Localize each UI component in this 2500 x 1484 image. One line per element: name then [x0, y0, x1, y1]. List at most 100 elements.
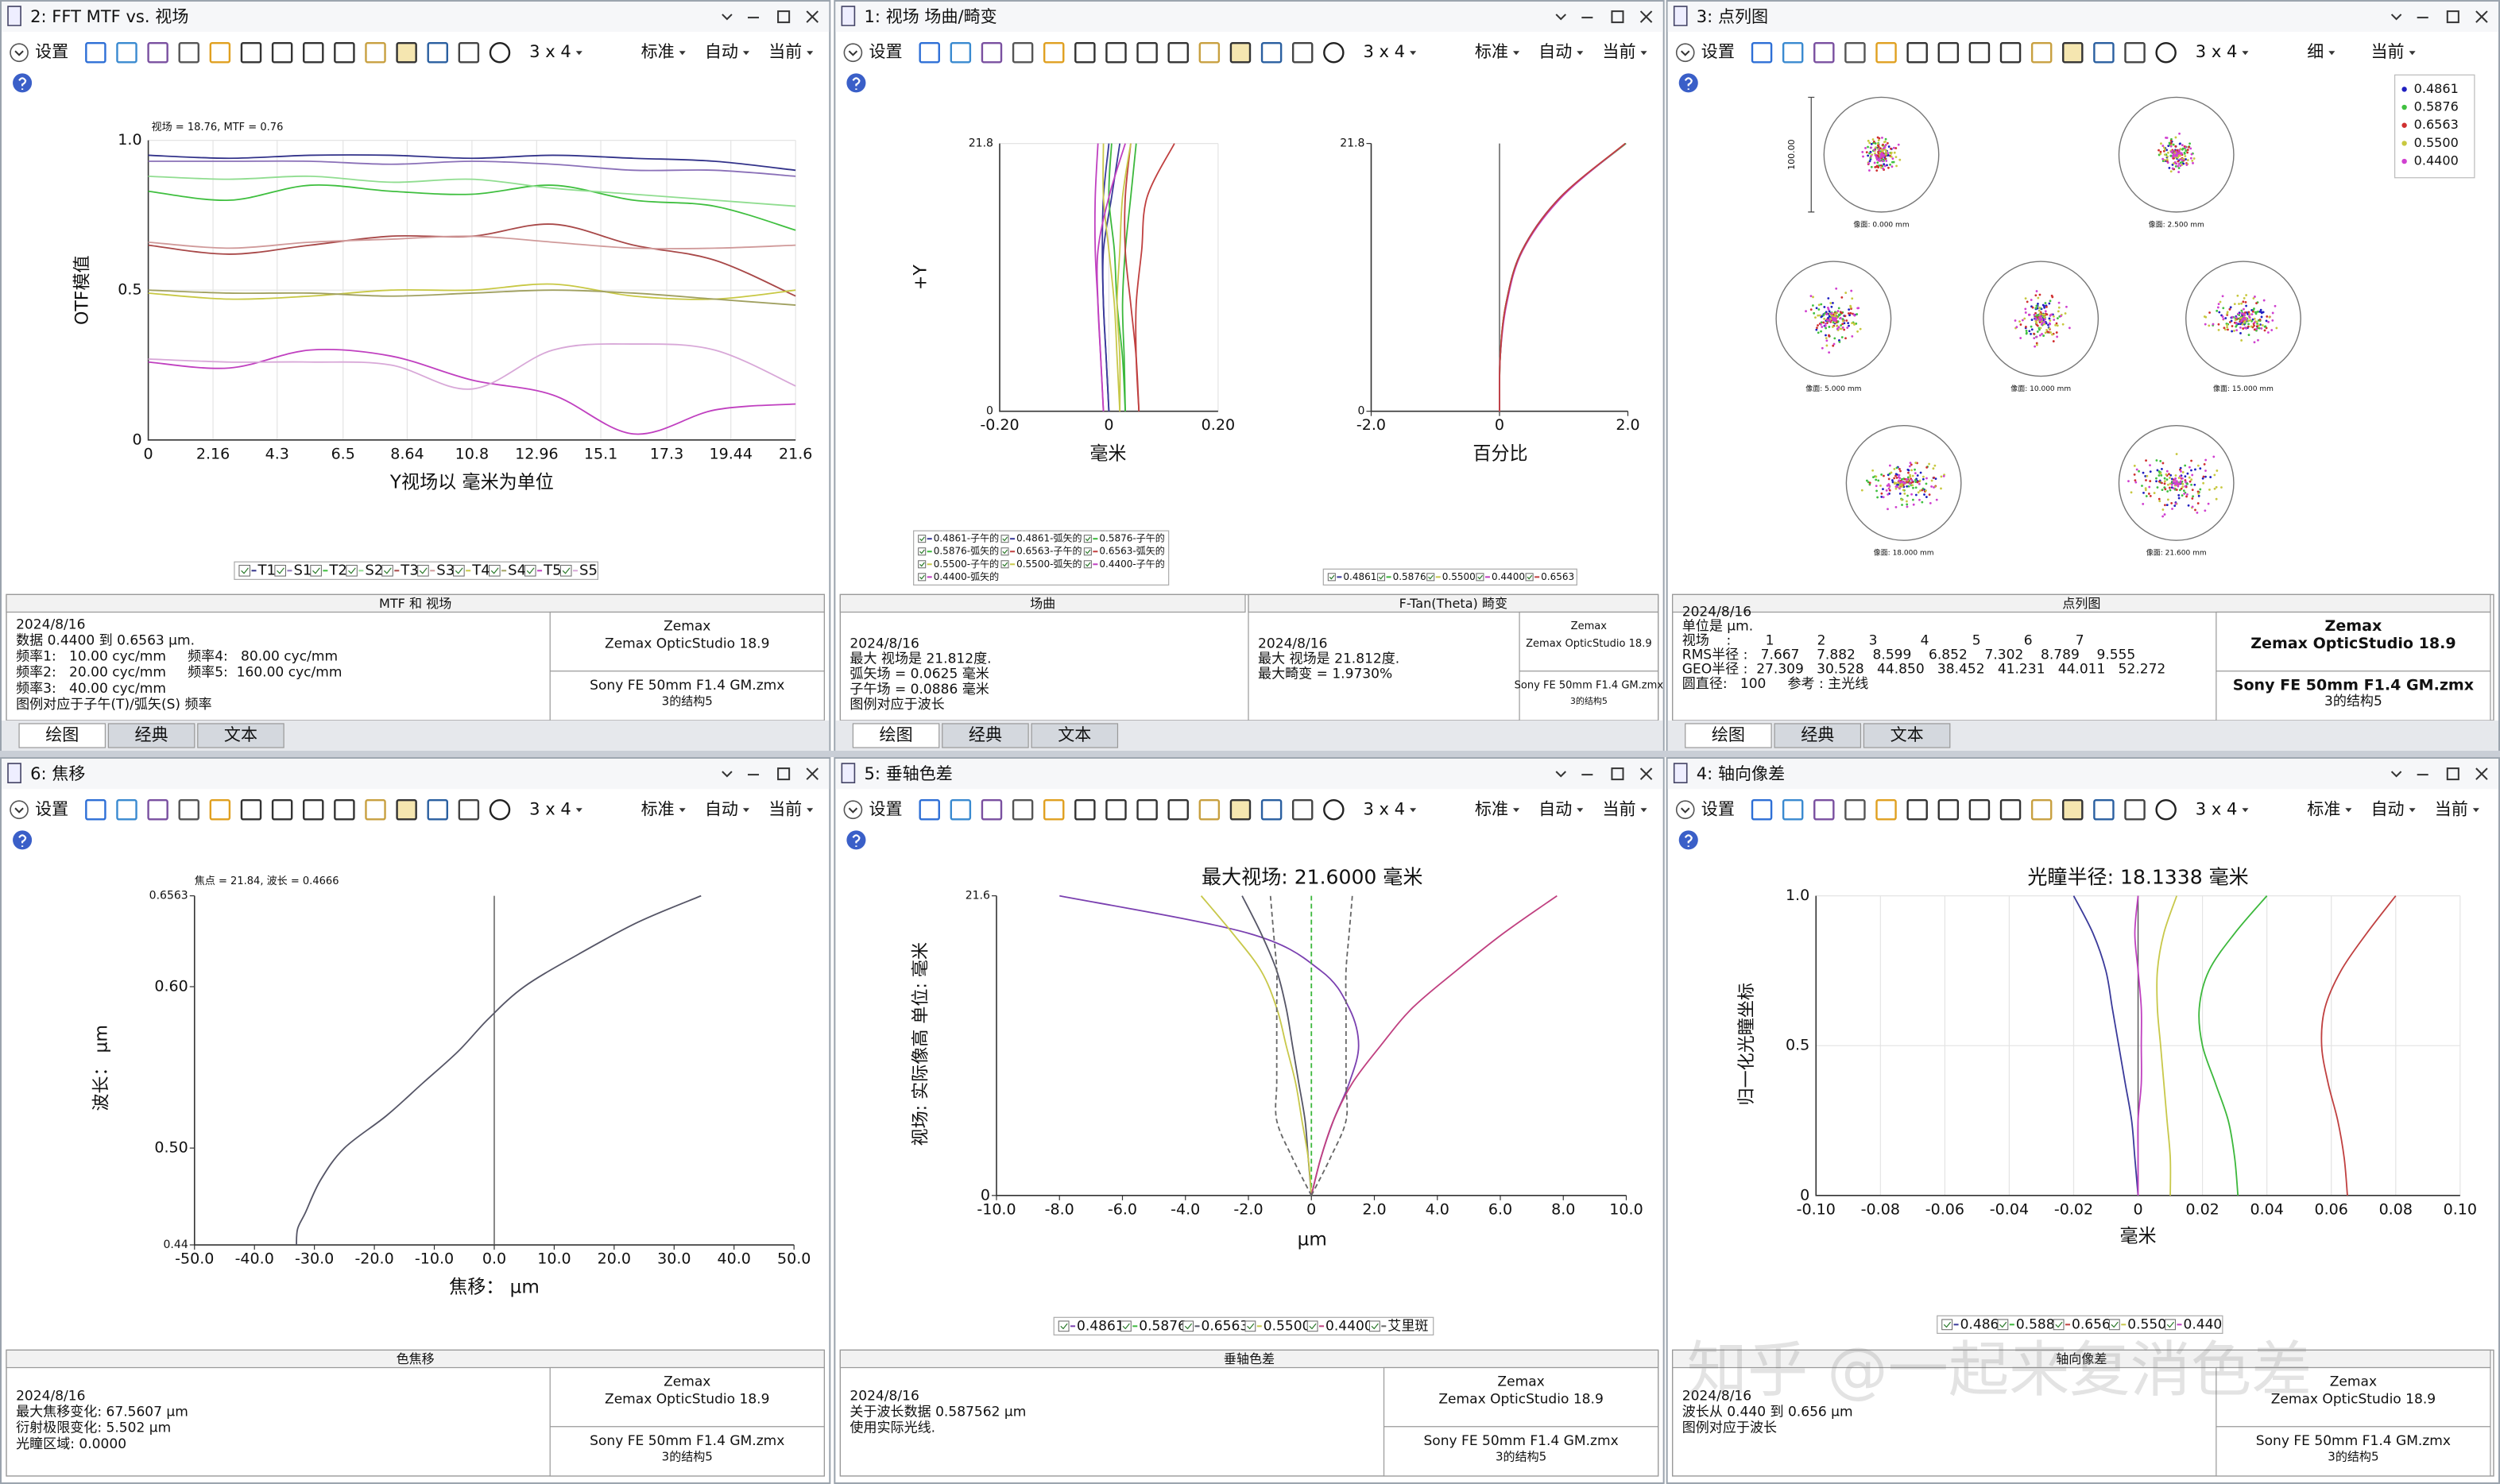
toolbar-icon[interactable] — [1782, 799, 1804, 821]
toolbar-icon[interactable] — [1291, 41, 1314, 64]
toolbar-label[interactable]: 设置 — [869, 798, 902, 818]
toolbar-icon[interactable] — [489, 41, 511, 64]
toolbar-icon[interactable] — [116, 41, 137, 64]
tab[interactable] — [1774, 723, 1862, 748]
toolbar-icon[interactable] — [489, 799, 511, 821]
window-controls[interactable] — [722, 10, 818, 24]
window-controls[interactable] — [2390, 767, 2488, 781]
toolbar-label[interactable]: 当前 — [768, 41, 802, 61]
tab[interactable] — [1863, 723, 1951, 748]
toolbar-icon[interactable] — [209, 799, 231, 821]
toolbar-icon[interactable] — [240, 799, 262, 821]
toolbar-icon[interactable] — [1136, 799, 1158, 821]
toolbar-icon[interactable] — [1012, 41, 1034, 64]
toolbar-icon[interactable] — [1260, 799, 1283, 821]
toolbar-icon[interactable] — [1291, 799, 1314, 821]
tab[interactable] — [197, 723, 284, 748]
toolbar-icon[interactable] — [85, 799, 106, 821]
tab-label[interactable]: 文本 — [1890, 725, 1924, 744]
toolbar-icon[interactable] — [1782, 41, 1804, 64]
toolbar-icon[interactable] — [365, 41, 386, 64]
toolbar-icon[interactable] — [1167, 799, 1189, 821]
toolbar-icon[interactable] — [950, 41, 972, 64]
toolbar-icon[interactable] — [1937, 799, 1960, 821]
toolbar-icon[interactable] — [950, 799, 972, 821]
toolbar-icon[interactable] — [271, 41, 293, 64]
toolbar-icon[interactable] — [1813, 41, 1835, 64]
toolbar-icon[interactable] — [1043, 799, 1065, 821]
toolbar-label[interactable]: 当前 — [2370, 41, 2404, 61]
toolbar-icon[interactable] — [334, 41, 355, 64]
toolbar-label[interactable]: 3 x 4 — [2196, 798, 2238, 818]
toolbar-icon[interactable] — [1229, 41, 1252, 64]
toolbar-icon[interactable] — [178, 799, 199, 821]
toolbar-icon[interactable] — [919, 799, 940, 821]
tab-label[interactable]: 文本 — [224, 725, 257, 744]
toolbar-icon[interactable] — [1844, 41, 1866, 64]
toolbar-label[interactable]: 当前 — [2435, 798, 2468, 818]
toolbar-icon[interactable] — [2093, 799, 2115, 821]
toolbar-icon[interactable] — [919, 41, 940, 64]
toolbar-label[interactable]: 自动 — [705, 798, 738, 818]
toolbar-icon[interactable] — [365, 799, 386, 821]
tab-label[interactable]: 文本 — [1058, 725, 1091, 744]
toolbar-icon[interactable] — [1751, 41, 1773, 64]
toolbar-icon[interactable] — [1167, 41, 1189, 64]
toolbar-label[interactable]: 3 x 4 — [2196, 41, 2238, 61]
tab-label[interactable]: 绘图 — [1712, 725, 1745, 744]
toolbar-icon[interactable] — [1999, 41, 2022, 64]
toolbar-icon[interactable] — [303, 41, 324, 64]
toolbar-icon[interactable] — [1012, 799, 1034, 821]
toolbar-icon[interactable] — [1260, 41, 1283, 64]
toolbar-icon[interactable] — [1751, 799, 1773, 821]
tab-label[interactable]: 绘图 — [45, 725, 79, 744]
toolbar-label[interactable]: 自动 — [705, 41, 738, 61]
toolbar-label[interactable]: 标准 — [641, 41, 675, 61]
tab-label[interactable]: 绘图 — [880, 725, 913, 744]
toolbar-label[interactable]: 自动 — [1538, 41, 1572, 61]
toolbar-label[interactable]: 标准 — [641, 798, 675, 818]
toolbar-icon[interactable] — [2124, 799, 2146, 821]
tab-label[interactable]: 经典 — [969, 725, 1002, 744]
toolbar-label[interactable]: 自动 — [1538, 798, 1572, 818]
toolbar-label[interactable]: 3 x 4 — [1363, 798, 1405, 818]
toolbar-icon[interactable] — [458, 799, 480, 821]
toolbar-label[interactable]: 当前 — [1602, 41, 1635, 61]
toolbar-label[interactable]: 设置 — [35, 798, 68, 818]
toolbar-icon[interactable] — [1105, 799, 1127, 821]
toolbar-icon[interactable] — [396, 41, 417, 64]
toolbar-icon[interactable] — [1136, 41, 1158, 64]
toolbar-icon[interactable] — [2093, 41, 2115, 64]
toolbar-icon[interactable] — [1999, 799, 2022, 821]
toolbar-icon[interactable] — [147, 41, 168, 64]
toolbar-icon[interactable] — [271, 799, 293, 821]
toolbar-label[interactable]: 设置 — [869, 41, 902, 61]
toolbar-icon[interactable] — [396, 799, 417, 821]
toolbar-label[interactable]: 当前 — [1602, 798, 1635, 818]
toolbar-label[interactable]: 标准 — [2307, 798, 2340, 818]
toolbar-icon[interactable] — [178, 41, 199, 64]
toolbar-icon[interactable] — [2030, 41, 2053, 64]
toolbar-icon[interactable] — [981, 799, 1003, 821]
toolbar-icon[interactable] — [1198, 41, 1221, 64]
toolbar-icon[interactable] — [1968, 41, 1991, 64]
toolbar-icon[interactable] — [2062, 41, 2084, 64]
toolbar-icon[interactable] — [981, 41, 1003, 64]
toolbar-icon[interactable] — [1937, 41, 1960, 64]
settings-chevron[interactable] — [10, 800, 29, 820]
toolbar-icon[interactable] — [2030, 799, 2053, 821]
toolbar-icon[interactable] — [1323, 799, 1345, 821]
toolbar-label[interactable]: 3 x 4 — [529, 798, 571, 818]
toolbar-label[interactable]: 设置 — [35, 41, 68, 61]
toolbar-icon[interactable] — [1906, 41, 1928, 64]
tab-label[interactable]: 经典 — [1801, 725, 1834, 744]
tab[interactable] — [852, 723, 940, 748]
tab[interactable] — [1685, 723, 1772, 748]
window-controls[interactable] — [722, 767, 818, 781]
help-icon[interactable] — [1678, 830, 1698, 850]
toolbar-icon[interactable] — [1229, 799, 1252, 821]
tab[interactable] — [18, 723, 106, 748]
settings-chevron[interactable] — [843, 43, 863, 63]
tab[interactable] — [1031, 723, 1119, 748]
toolbar-icon[interactable] — [1968, 799, 1991, 821]
